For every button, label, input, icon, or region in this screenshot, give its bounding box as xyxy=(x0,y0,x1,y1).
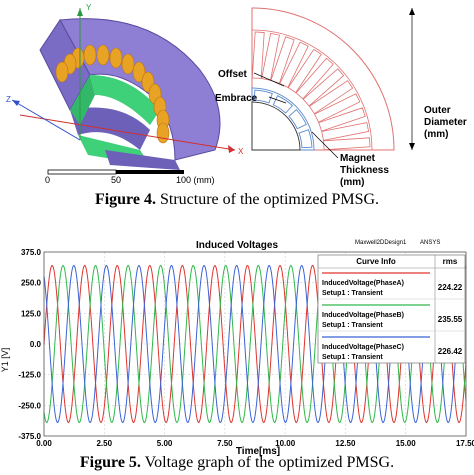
figure-5-caption: Figure 5. Voltage graph of the optimized… xyxy=(0,454,474,472)
figure-5-caption-text: Voltage graph of the optimized PMSG. xyxy=(140,454,395,471)
x-tick-labels: 0.00 2.50 5.00 7.50 10.00 12.50 15.00 17.50 xyxy=(36,439,474,448)
chart-header-left: Maxwell2DDesign1 xyxy=(355,240,407,246)
x-axis-label: Time[ms] xyxy=(236,446,280,456)
figure-4-caption-label: Figure 4. xyxy=(94,191,156,208)
legend-entry-c-rms: 226.42 xyxy=(438,347,463,356)
legend-entry-b-line2: Setup1 : Transient xyxy=(322,322,383,329)
y-tick-label: 375.0 xyxy=(21,248,42,257)
stator-slot xyxy=(261,32,280,81)
legend-entry-b-line1: InducedVoltage(PhaseB) xyxy=(322,312,404,319)
legend-title: Curve Info xyxy=(356,257,396,266)
y-axis-label: Y1 [V] xyxy=(0,348,10,373)
stator-slot xyxy=(314,93,361,123)
x-tick-label: 7.50 xyxy=(217,439,233,448)
magnet-thickness-label-2: Thickness xyxy=(340,165,389,176)
figure-4: Y X Z 0 50 100 (mm) Offset Embrace xyxy=(0,0,474,192)
legend-entry-a-line1: InducedVoltage(PhaseA) xyxy=(322,280,404,287)
outer-diameter-label-2: Diameter xyxy=(424,117,467,128)
legend-entry-b-rms: 235.55 xyxy=(438,315,463,324)
outer-diameter-label-3: (mm) xyxy=(424,129,448,140)
figure-4-caption-text: Structure of the optimized PMSG. xyxy=(155,191,380,208)
rotor-magnet xyxy=(253,89,273,104)
y-tick-label: -375.0 xyxy=(18,432,41,441)
scale-bar: 0 50 100 (mm) xyxy=(45,169,215,185)
chart-header-right: ANSYS xyxy=(420,240,440,246)
stator-slot xyxy=(279,41,309,88)
stator-slot xyxy=(321,122,370,141)
stator-slot xyxy=(251,31,265,79)
x-tick-label: 15.00 xyxy=(396,439,417,448)
chart-title: Induced Voltages xyxy=(196,240,278,251)
outer-diameter-label-1: Outer xyxy=(424,105,451,116)
y-tick-label: -250.0 xyxy=(18,401,41,410)
axis-z-label: Z xyxy=(6,95,11,104)
stator-slot xyxy=(270,36,295,84)
legend-value-header: rms xyxy=(443,257,458,266)
magnet-thickness-label-1: Magnet xyxy=(340,153,376,164)
scale-tick-100: 100 (mm) xyxy=(176,175,215,185)
scale-tick-0: 0 xyxy=(45,175,50,185)
x-tick-label: 5.00 xyxy=(157,439,173,448)
series-line-1 xyxy=(43,264,467,424)
stator-slot xyxy=(308,80,354,115)
stator-slot xyxy=(323,137,371,151)
y-tick-label: -125.0 xyxy=(18,371,41,380)
axis-y-label: Y xyxy=(86,3,92,12)
cross-section-annotations: Offset Embrace Magnet Thickness (mm) Out… xyxy=(215,8,467,188)
legend-entry-c-line2: Setup1 : Transient xyxy=(322,354,383,361)
legend-entry-a-line2: Setup1 : Transient xyxy=(322,290,383,297)
figure-4-caption: Figure 4. Structure of the optimized PMS… xyxy=(0,191,474,209)
y-tick-label: 0.0 xyxy=(30,340,42,349)
chart-legend: Curve Info rms InducedVoltage(PhaseA) Se… xyxy=(317,254,466,364)
x-tick-label: 17.50 xyxy=(456,439,474,448)
induced-voltage-chart: Induced Voltages Maxwell2DDesign1 ANSYS … xyxy=(0,230,474,457)
scale-tick-50: 50 xyxy=(111,175,121,185)
figure-5: Induced Voltages Maxwell2DDesign1 ANSYS … xyxy=(0,230,474,457)
y-tick-label: 250.0 xyxy=(21,279,42,288)
magnet-thickness-label-3: (mm) xyxy=(340,177,364,188)
figure-4-drawing: Y X Z 0 50 100 (mm) Offset Embrace xyxy=(6,3,467,188)
x-tick-label: 0.00 xyxy=(36,439,52,448)
plot-frame xyxy=(43,251,467,437)
stator-slot xyxy=(295,57,334,100)
stator-slot xyxy=(318,107,366,132)
x-tick-label: 10.00 xyxy=(275,439,296,448)
x-tick-label: 12.50 xyxy=(335,439,356,448)
rotor-magnet xyxy=(272,95,294,114)
x-tick-label: 2.50 xyxy=(96,439,112,448)
rotor-magnet xyxy=(288,108,307,130)
legend-entry-a-rms: 224.22 xyxy=(438,283,463,292)
axis-x-label: X xyxy=(238,147,244,156)
embrace-label: Embrace xyxy=(215,93,258,104)
legend-entry-c-line1: InducedVoltage(PhaseC) xyxy=(322,344,404,351)
pmsg-3d-model: Y X Z xyxy=(6,3,244,170)
y-tick-labels: 375.0 250.0 125.0 0.0 -125.0 -250.0 -375.0 xyxy=(18,248,41,441)
offset-label: Offset xyxy=(218,69,248,80)
rotor-magnet xyxy=(298,129,313,149)
y-tick-label: 125.0 xyxy=(21,309,42,318)
pmsg-cross-section xyxy=(251,7,395,151)
figure-5-caption-label: Figure 5. xyxy=(79,454,141,471)
stator-slot xyxy=(302,68,345,107)
stator-slot xyxy=(287,48,322,94)
